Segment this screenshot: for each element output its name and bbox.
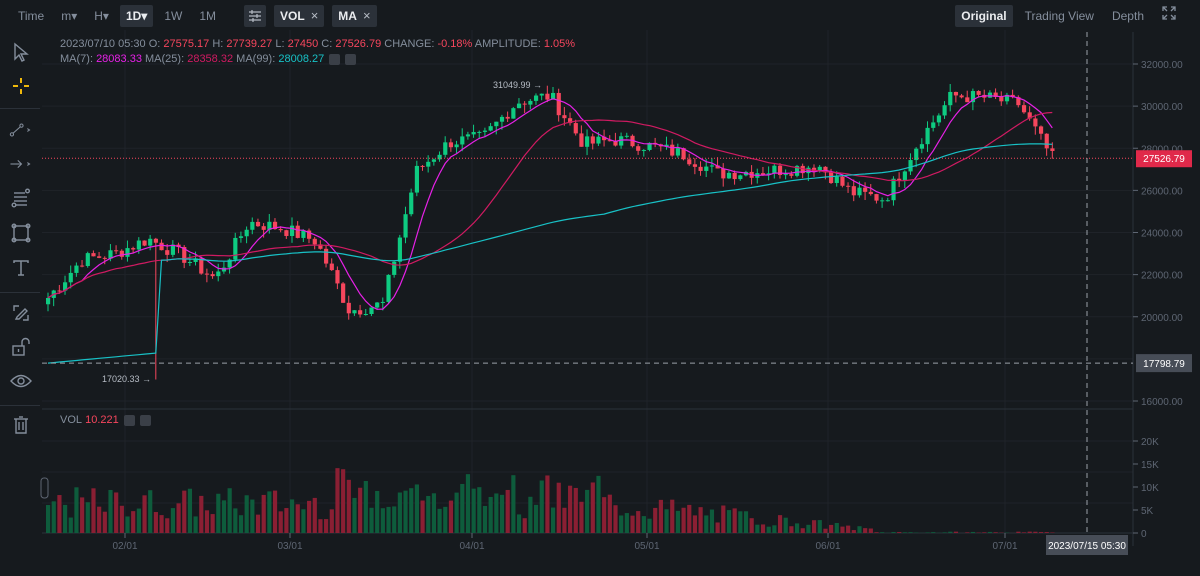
fib-retracement-icon[interactable] [10,187,32,209]
ma99-value: 28008.27 [278,53,325,65]
ma25-value: 28358.32 [187,53,234,65]
view-trading-view[interactable]: Trading View [1024,9,1094,23]
svg-text:17020.33 →: 17020.33 → [102,374,151,384]
eye-icon[interactable] [10,370,32,392]
svg-text:32000.00: 32000.00 [1141,60,1183,71]
svg-text:20000.00: 20000.00 [1141,313,1183,324]
interval-hours[interactable]: H▾ [94,9,109,23]
vol-indicator-button[interactable]: VOL × [274,5,325,27]
svg-text:17798.79: 17798.79 [1143,359,1185,370]
svg-text:2023/07/15 05:30: 2023/07/15 05:30 [1048,541,1126,552]
crosshair-icon[interactable] [10,75,32,97]
svg-text:07/01: 07/01 [992,541,1017,552]
svg-text:05/01: 05/01 [634,541,659,552]
rectangle-icon[interactable] [10,222,32,244]
amplitude-value: 1.05% [543,38,576,50]
high-value: 27739.27 [226,38,273,50]
ohlc-legend: 2023/07/10 05:30 O: 27575.17 H: 27739.27… [60,38,576,50]
svg-text:26000.00: 26000.00 [1141,186,1183,197]
ma-indicator-button[interactable]: MA × [332,5,377,27]
svg-text:16000.00: 16000.00 [1141,397,1183,408]
vol-indicator-label: VOL [280,9,305,23]
svg-text:27526.79: 27526.79 [1143,154,1185,165]
open-value: 27575.17 [163,38,210,50]
close-value: 27526.79 [335,38,382,50]
close-icon[interactable]: × [362,8,371,23]
svg-text:22000.00: 22000.00 [1141,271,1183,282]
cursor-icon[interactable] [10,41,32,63]
svg-text:24000.00: 24000.00 [1141,229,1183,240]
trash-icon[interactable] [10,414,32,436]
svg-text:5K: 5K [1141,506,1154,517]
fullscreen-button[interactable] [1156,5,1182,27]
svg-text:20K: 20K [1141,437,1159,448]
eye-icon[interactable] [123,414,135,426]
vol-value: 10.221 [85,414,119,426]
svg-text:31049.99 →: 31049.99 → [493,80,542,90]
change-value: -0.18% [437,38,473,50]
svg-text:30000.00: 30000.00 [1141,102,1183,113]
sliders-icon [249,10,262,22]
ma-legend: MA(7): 28083.33 MA(25): 28358.32 MA(99):… [60,53,357,65]
eye-icon[interactable] [329,53,341,65]
indicator-settings-button[interactable] [244,5,267,27]
interval-minutes[interactable]: m▾ [61,9,78,23]
top-toolbar: Time m▾ H▾ 1D▾ 1W 1M VOL × MA × Original… [0,0,1200,32]
text-icon[interactable] [10,257,32,279]
fullscreen-icon [1162,6,1176,20]
interval-1w[interactable]: 1W [164,9,183,23]
settings-icon[interactable] [345,53,357,65]
view-switcher: Original Trading View Depth [949,0,1200,32]
vol-legend: VOL 10.221 [60,414,151,426]
svg-text:06/01: 06/01 [815,541,840,552]
drawing-toolbar [0,32,42,576]
candle-date: 2023/07/10 05:30 [60,38,146,50]
svg-text:03/01: 03/01 [277,541,302,552]
view-original[interactable]: Original [955,5,1013,27]
svg-text:15K: 15K [1141,460,1159,471]
unlock-icon[interactable] [10,336,32,358]
svg-text:0: 0 [1141,529,1147,540]
svg-text:10K: 10K [1141,483,1159,494]
arrow-icon[interactable] [9,153,31,175]
interval-1m[interactable]: 1M [199,9,217,23]
svg-text:28000.00: 28000.00 [1141,144,1183,155]
ma7-value: 28083.33 [96,53,142,65]
svg-text:02/01: 02/01 [112,541,137,552]
interval-1d[interactable]: 1D▾ [119,5,154,27]
low-value: 27450 [287,38,319,50]
svg-text:04/01: 04/01 [459,541,484,552]
settings-icon[interactable] [139,414,151,426]
edit-pen-icon[interactable] [10,302,32,324]
close-icon[interactable]: × [310,8,319,23]
trend-line-icon[interactable] [9,119,31,141]
ma-indicator-label: MA [338,9,357,23]
view-depth[interactable]: Depth [1111,9,1144,23]
time-label[interactable]: Time [18,9,45,23]
